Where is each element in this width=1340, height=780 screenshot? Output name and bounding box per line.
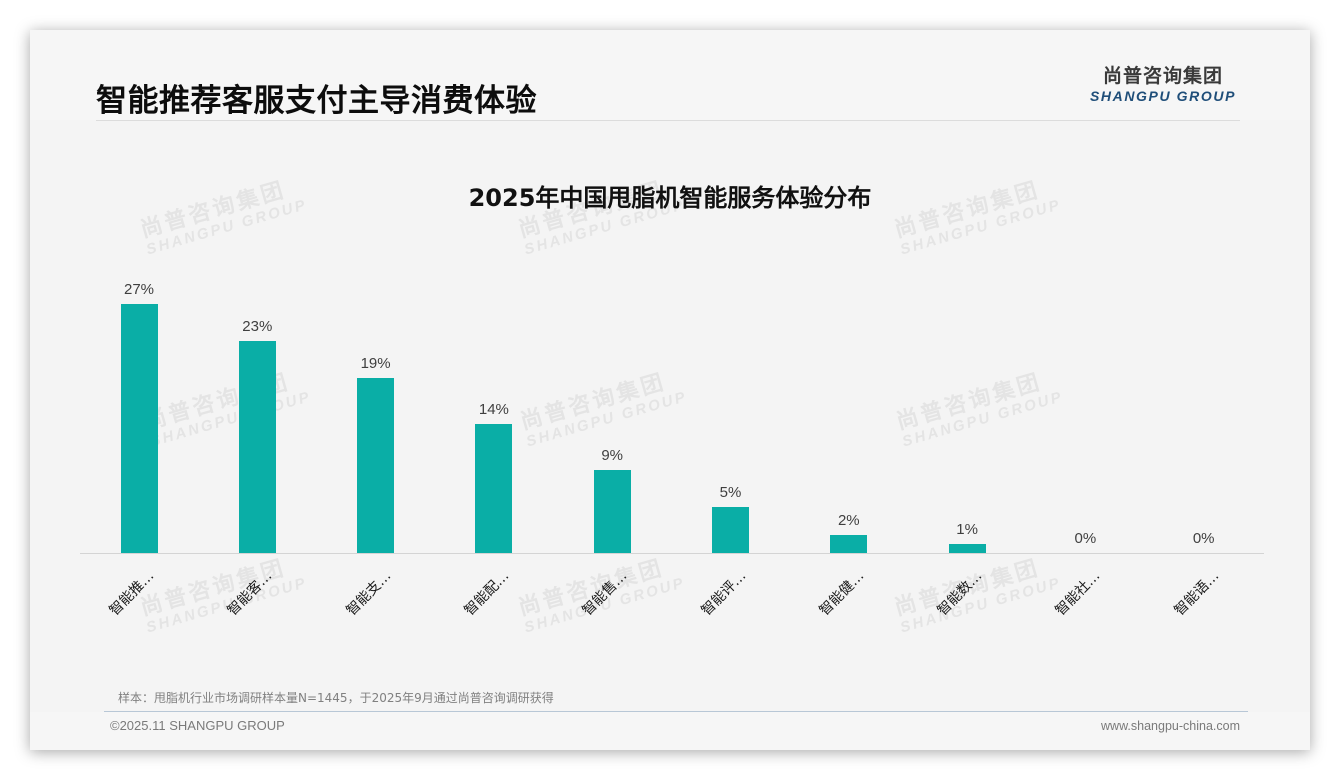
bar-value-label: 1% <box>956 520 978 538</box>
sample-note: 样本：甩脂机行业市场调研样本量N=1445，于2025年9月通过尚普咨询调研获得 <box>118 691 554 705</box>
bar <box>948 543 986 553</box>
bar-value-label: 14% <box>478 400 509 418</box>
bar-value-label: 2% <box>837 511 860 529</box>
x-axis-category-label: 智能推… <box>106 568 158 619</box>
logo-en-text: SHANGPU GROUP <box>1089 88 1237 104</box>
x-axis-category-label: 智能客… <box>224 568 276 619</box>
bar <box>238 340 276 553</box>
bar <box>357 377 395 553</box>
bar-value-label: 23% <box>242 317 273 335</box>
bar-value-label: 0% <box>1192 530 1215 547</box>
x-axis-category-label: 智能评… <box>697 568 749 619</box>
x-axis-category-label: 智能售… <box>579 568 631 619</box>
footer-band <box>30 712 1310 750</box>
bar <box>120 304 158 553</box>
bar-value-label: 0% <box>1074 530 1097 547</box>
bar-chart: 27% 智能推… 23% 智能客… 19% 智能支… 14% 智能配… 9% 智能售… 5% 智能评…… <box>30 30 1310 750</box>
bar-value-label: 9% <box>601 447 624 465</box>
bar-value-label: 5% <box>719 483 742 501</box>
x-axis-line <box>80 553 1264 554</box>
bar-value-label: 27% <box>123 281 155 299</box>
chart-title: 2025年中国甩脂机智能服务体验分布 <box>468 184 872 212</box>
copyright-text: ©2025.11 SHANGPU GROUP <box>110 718 285 733</box>
x-axis-category-label: 智能配… <box>461 568 513 619</box>
bar <box>830 534 868 553</box>
bar <box>712 506 749 553</box>
title-divider <box>96 120 1240 121</box>
x-axis-category-label: 智能语… <box>1171 568 1223 619</box>
footer-divider <box>104 711 1248 712</box>
x-axis-category-label: 智能社… <box>1052 568 1104 619</box>
x-axis-category-label: 智能健… <box>816 568 868 619</box>
header-band <box>30 30 1310 120</box>
bar-value-label: 19% <box>360 354 391 372</box>
logo-cn-text: 尚普咨询集团 <box>1102 65 1223 87</box>
page-title: 智能推荐客服支付主导消费体验 <box>96 83 537 119</box>
x-axis-category-label: 智能支… <box>343 568 394 619</box>
website-link[interactable]: www.shangpu-china.com <box>1101 719 1240 733</box>
brand-logo: 尚普咨询集团 SHANGPU GROUP <box>1088 64 1238 104</box>
x-axis-category-label: 智能数… <box>934 568 986 619</box>
bar <box>593 470 631 553</box>
bar <box>475 423 513 553</box>
slide: 智能推荐客服支付主导消费体验 尚普咨询集团 SHANGPU GROUP 尚普咨询… <box>30 30 1310 750</box>
